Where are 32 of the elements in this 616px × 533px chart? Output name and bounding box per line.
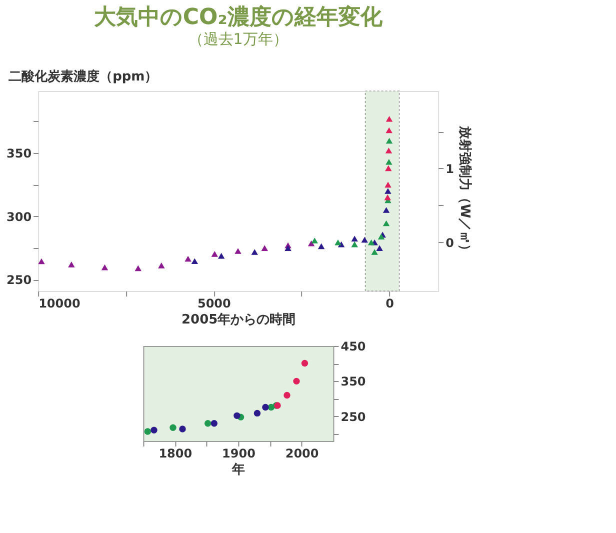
chart-title: 大気中のCO₂濃度の経年変化 (94, 4, 384, 30)
y-tick-label: 450 (340, 340, 366, 354)
point (144, 428, 152, 435)
point (284, 392, 290, 399)
x-axis-title: 年 (231, 462, 246, 478)
y-axis-title: 二酸化炭素濃度（ppm） (8, 68, 158, 84)
point (170, 424, 176, 431)
point (254, 410, 261, 417)
y-tick-label: 250 (6, 273, 32, 288)
x-tick-label: 2000 (285, 446, 319, 460)
point (210, 420, 218, 427)
point (293, 378, 300, 385)
point (179, 426, 186, 432)
point (204, 420, 212, 427)
point (150, 426, 158, 434)
x-tick-label: 1900 (222, 446, 256, 460)
y2-axis-title: 放射強制力（W／㎡） (456, 124, 473, 258)
x-tick-label: 0 (386, 296, 394, 310)
x-tick-label: 10000 (38, 296, 80, 310)
x-tick-label: 5000 (197, 296, 231, 310)
y-tick-label: 250 (340, 410, 366, 424)
y-tick-label: 350 (340, 374, 366, 389)
x-axis-title: 2005年からの時間 (181, 312, 296, 328)
point (262, 404, 269, 411)
y2-tick-label: 0 (446, 236, 454, 250)
point (234, 412, 240, 420)
chart-subtitle: （過去1万年） (188, 30, 288, 48)
y-tick-label: 350 (6, 146, 32, 161)
y2-tick-label: 1 (446, 162, 454, 176)
x-tick-label: 1800 (158, 446, 192, 460)
y-tick-label: 300 (6, 210, 32, 224)
point (301, 360, 308, 367)
